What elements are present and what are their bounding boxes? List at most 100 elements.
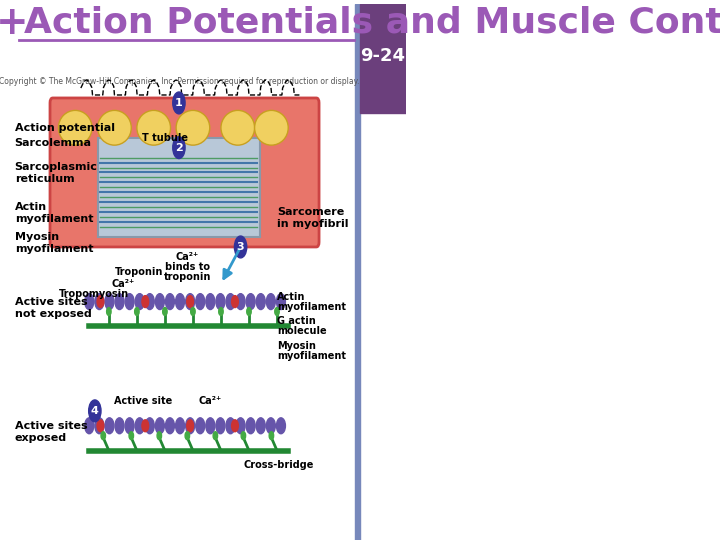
Circle shape [135,418,144,434]
Circle shape [163,308,167,315]
Text: myofilament: myofilament [277,301,346,312]
Ellipse shape [176,110,210,145]
Text: Sarcoplasmic: Sarcoplasmic [14,163,98,172]
Text: myofilament: myofilament [14,214,93,224]
Circle shape [246,418,255,434]
Text: Action Potentials and Muscle Contraction: Action Potentials and Muscle Contraction [24,5,720,39]
Circle shape [226,294,235,309]
Circle shape [115,418,124,434]
Circle shape [236,418,245,434]
Circle shape [107,308,111,315]
Circle shape [173,137,185,159]
Circle shape [97,420,104,431]
Ellipse shape [255,110,288,145]
Circle shape [85,418,94,434]
Text: 3: 3 [237,242,244,252]
Circle shape [156,294,164,309]
Circle shape [186,420,194,431]
Circle shape [125,294,134,309]
Circle shape [101,431,106,440]
Bar [356,4,360,540]
Circle shape [266,418,275,434]
Circle shape [115,294,124,309]
Circle shape [235,236,247,258]
Circle shape [173,92,185,114]
Text: Sarcolemma: Sarcolemma [14,138,91,147]
Circle shape [145,294,154,309]
Circle shape [206,294,215,309]
Circle shape [89,400,101,422]
Ellipse shape [137,110,171,145]
Text: Sarcomere: Sarcomere [277,207,344,217]
Text: Ca²⁺: Ca²⁺ [198,396,221,406]
Text: 1: 1 [175,98,183,108]
FancyBboxPatch shape [50,98,319,247]
Circle shape [247,308,251,315]
Text: T tubule: T tubule [143,133,189,143]
Ellipse shape [98,110,131,145]
Circle shape [213,431,217,440]
Text: myofilament: myofilament [14,244,93,254]
Text: Action potential: Action potential [14,123,114,133]
Bar [98,138,260,237]
Circle shape [232,420,238,431]
Ellipse shape [58,110,92,145]
Circle shape [135,294,144,309]
Circle shape [176,294,184,309]
Text: Myosin: Myosin [277,341,316,352]
Circle shape [275,308,279,315]
Circle shape [256,294,265,309]
Circle shape [266,294,275,309]
Circle shape [219,308,223,315]
Circle shape [156,418,164,434]
Circle shape [276,294,285,309]
Circle shape [246,294,255,309]
Circle shape [125,418,134,434]
Circle shape [236,294,245,309]
Text: reticulum: reticulum [14,174,74,185]
Text: Actin: Actin [14,202,47,212]
Bar [360,4,406,113]
Text: Actin: Actin [277,292,305,302]
Circle shape [216,418,225,434]
Circle shape [142,295,148,308]
Text: 9-24: 9-24 [361,47,405,65]
Text: Myosin: Myosin [14,232,59,242]
Text: exposed: exposed [14,433,67,443]
Circle shape [105,418,114,434]
Ellipse shape [221,110,255,145]
Circle shape [129,431,133,440]
Text: Active sites: Active sites [14,421,87,431]
Circle shape [105,294,114,309]
Circle shape [232,295,238,308]
Circle shape [85,294,94,309]
Text: Troponin: Troponin [114,267,163,277]
Circle shape [196,418,204,434]
Circle shape [185,431,189,440]
Circle shape [142,420,148,431]
Text: troponin: troponin [163,272,211,282]
Text: Tropomyosin: Tropomyosin [58,289,129,299]
Circle shape [191,308,195,315]
Circle shape [216,294,225,309]
Text: Active site: Active site [114,396,173,406]
Circle shape [241,431,246,440]
Circle shape [256,418,265,434]
Circle shape [276,418,285,434]
Text: not exposed: not exposed [14,308,91,319]
Circle shape [186,294,194,309]
Text: 4: 4 [91,406,99,416]
Text: binds to: binds to [165,262,210,272]
Bar [2,53,356,540]
Circle shape [186,295,194,308]
Text: 2: 2 [175,143,183,153]
Text: Ca²⁺: Ca²⁺ [112,279,135,289]
Circle shape [97,295,104,308]
Circle shape [196,294,204,309]
Text: G actin: G actin [277,316,316,327]
Circle shape [135,308,139,315]
Circle shape [95,294,104,309]
Text: Ca²⁺: Ca²⁺ [176,252,199,262]
Circle shape [269,431,274,440]
Text: in myofibril: in myofibril [277,219,348,229]
